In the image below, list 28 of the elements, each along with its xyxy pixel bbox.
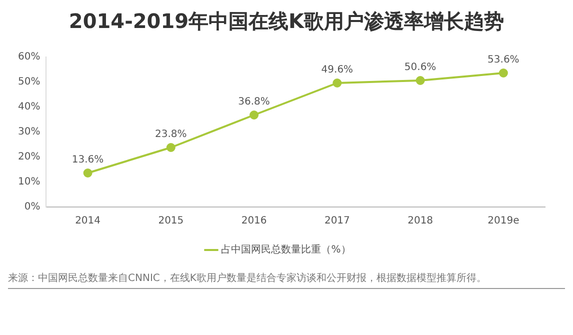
data-label: 36.8% — [238, 96, 270, 108]
x-tick-label: 2015 — [158, 216, 184, 227]
y-tick-label: 30% — [18, 126, 40, 138]
point — [416, 76, 425, 85]
point — [332, 78, 342, 88]
data-label: 53.6% — [488, 54, 520, 66]
x-tick-label: 2014 — [75, 216, 101, 227]
data-label: 13.6% — [72, 154, 104, 166]
y-tick-label: 0% — [24, 202, 40, 213]
y-tick-label: 40% — [18, 102, 40, 113]
x-tick-label: 2017 — [324, 216, 350, 227]
point — [166, 143, 176, 152]
x-tick-label: 2018 — [408, 216, 434, 227]
point — [250, 110, 259, 120]
chart-title: 2014-2019年中国在线K歌用户渗透率增长趋势 — [68, 8, 506, 35]
data-label: 49.6% — [321, 64, 354, 76]
data-label: 50.6% — [404, 62, 436, 74]
x-tick-label: 2016 — [241, 216, 267, 227]
source-note: 来源：中国网民总数量来自CNNIC，在线K歌用户数量是结合专家访谈和公开财报，根据数据模型推算所得。 — [8, 271, 565, 289]
data-label: 23.8% — [155, 129, 187, 140]
y-tick-label: 10% — [18, 176, 40, 188]
y-tick-label: 60% — [18, 52, 40, 63]
point — [83, 168, 92, 178]
y-tick-label: 20% — [18, 152, 40, 163]
y-tick-label: 50% — [18, 76, 40, 88]
point — [498, 68, 508, 78]
x-tick-label: 2019e — [488, 216, 520, 227]
legend-label: 占中国网民总数量比重（%） — [221, 244, 351, 256]
